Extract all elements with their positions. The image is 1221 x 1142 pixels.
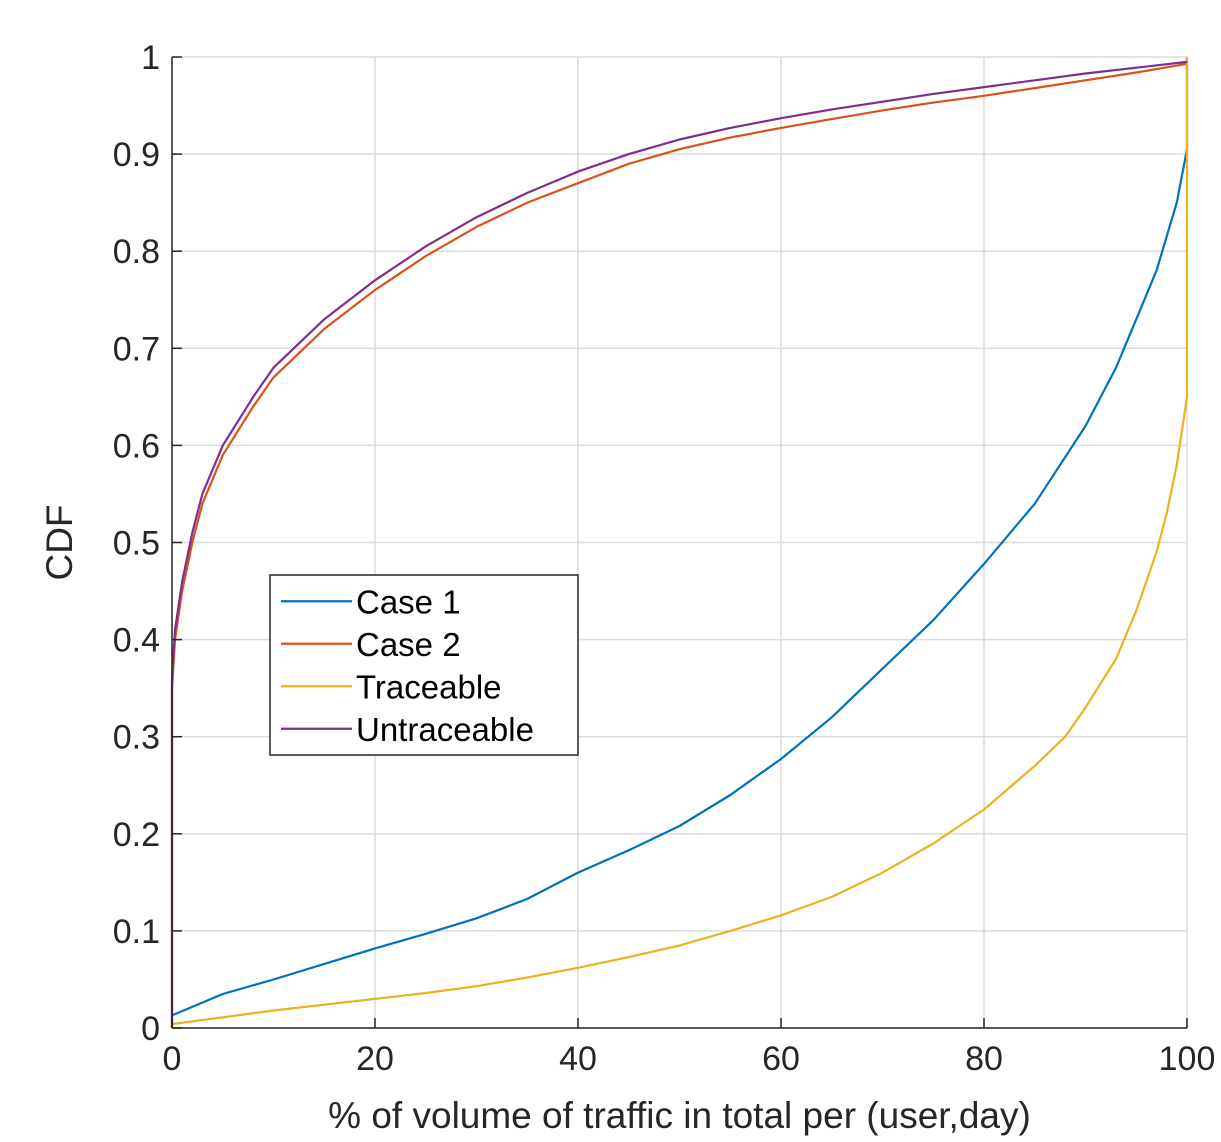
- x-axis-label: % of volume of traffic in total per (use…: [328, 1095, 1031, 1136]
- y-tick-label: 0.7: [113, 330, 160, 368]
- legend-label: Case 1: [356, 583, 461, 620]
- grid: [171, 56, 1188, 1029]
- series-line-case-2: [170, 62, 1188, 1028]
- x-tick-label: 0: [163, 1040, 182, 1078]
- legend-label: Case 2: [356, 626, 461, 663]
- legend-label: Traceable: [356, 668, 502, 705]
- series-line-traceable: [171, 57, 1189, 1026]
- y-tick-label: 0.5: [113, 525, 160, 563]
- legend-box: [269, 574, 579, 756]
- y-tick-label: 0.6: [113, 427, 160, 465]
- x-tick-label: 60: [762, 1040, 800, 1078]
- y-tick-label: 0: [141, 1010, 160, 1048]
- y-tick-label: 0.9: [113, 136, 160, 174]
- y-tick-label: 0.4: [113, 622, 160, 660]
- y-axis-label: CDF: [39, 504, 80, 580]
- y-tick-label: 0.8: [113, 233, 160, 271]
- series-lines: [170, 57, 1189, 1028]
- x-tick-label: 100: [1159, 1040, 1216, 1078]
- x-tick-label: 40: [559, 1040, 597, 1078]
- series-line-untraceable: [170, 60, 1188, 1028]
- series-line-case-1: [171, 57, 1189, 1017]
- y-tick-label: 0.3: [113, 719, 160, 757]
- axes: [171, 56, 1188, 1029]
- y-tick-label: 0.1: [113, 913, 160, 951]
- y-tick-label: 0.2: [113, 816, 160, 854]
- y-tick-label: 1: [141, 39, 160, 77]
- legend: Case 1 Case 2 Traceable Untraceable: [269, 574, 579, 756]
- legend-label: Untraceable: [356, 711, 534, 748]
- tick-labels: 0 20 40 60 80 100 0 0.1 0.2 0.3 0.4 0.5 0.6 0.7 0.8 0.9…: [113, 39, 1216, 1078]
- x-tick-label: 20: [356, 1040, 394, 1078]
- x-tick-label: 80: [965, 1040, 1003, 1078]
